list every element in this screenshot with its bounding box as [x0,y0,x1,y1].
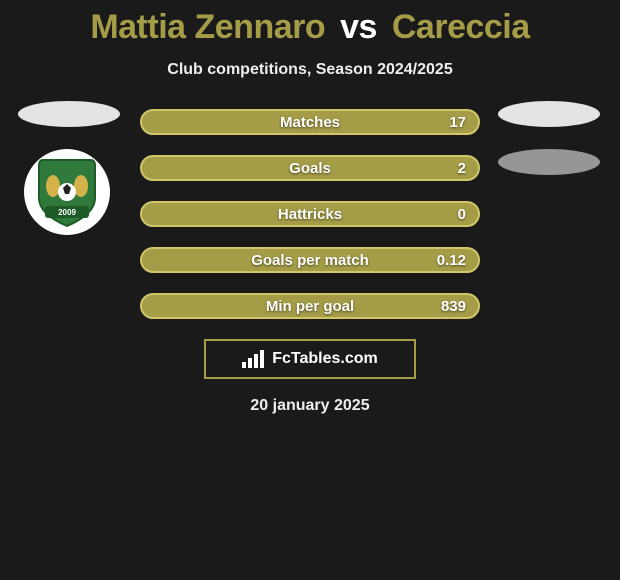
stat-label: Matches [280,114,340,131]
player1-name: Mattia Zennaro [90,8,325,46]
stat-label: Hattricks [278,206,342,223]
versus-text: vs [340,8,377,46]
stat-label: Min per goal [266,298,354,315]
stat-bar: Hattricks 0 [140,201,480,227]
stat-bar: Goals per match 0.12 [140,247,480,273]
player2-placeholder-oval-1 [498,101,600,127]
stats-section: 2009 Matches 17 Goals 2 Hattricks 0 Goals per … [0,109,620,319]
stat-value: 2 [458,160,466,177]
player2-name: Careccia [392,8,530,46]
stat-value: 0.12 [437,252,466,269]
stat-bars: Matches 17 Goals 2 Hattricks 0 Goals per match… [140,109,480,319]
club-badge: 2009 [24,149,110,235]
footer-logo: FcTables.com [204,339,416,379]
player1-placeholder-oval [18,101,120,127]
page-title: Mattia Zennaro vs Careccia [0,8,620,47]
stat-value: 0 [458,206,466,223]
left-player-column: 2009 [18,101,118,235]
stat-bar: Min per goal 839 [140,293,480,319]
stat-label: Goals [289,160,331,177]
stat-value: 17 [449,114,466,131]
infographic-container: Mattia Zennaro vs Careccia Club competit… [0,0,620,415]
svg-text:2009: 2009 [58,208,76,217]
footer-date: 20 january 2025 [0,397,620,415]
club-shield-icon: 2009 [35,156,99,228]
stat-bar: Matches 17 [140,109,480,135]
footer-logo-text: FcTables.com [272,350,378,368]
right-player-column [498,101,608,175]
stat-value: 839 [441,298,466,315]
player2-placeholder-oval-2 [498,149,600,175]
stat-bar: Goals 2 [140,155,480,181]
stat-label: Goals per match [251,252,369,269]
subtitle: Club competitions, Season 2024/2025 [0,61,620,79]
chart-icon [242,350,264,368]
